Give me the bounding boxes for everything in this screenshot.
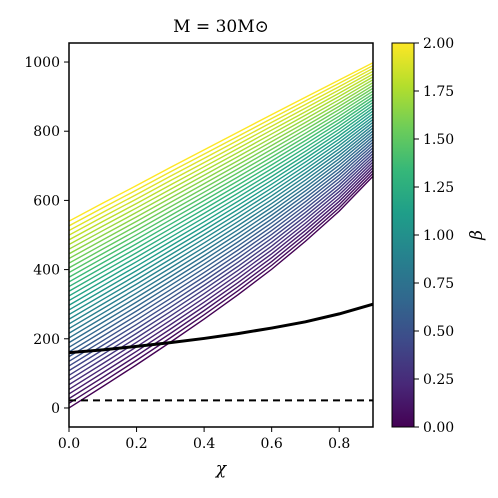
colorbar-label: β: [467, 230, 487, 241]
y-tick-label: 800: [33, 124, 60, 140]
beta-curve-7: [69, 155, 373, 376]
y-axis: 0 200 400 600 800 1000: [24, 55, 69, 417]
beta-curve-32: [69, 84, 373, 260]
beta-curve-34: [69, 79, 373, 250]
chart-title: M = 30M⊙: [173, 17, 269, 37]
y-tick-label: 1000: [24, 55, 60, 71]
beta-curve-12: [69, 141, 373, 353]
colorbar-axis: 0.00 0.25 0.50 0.75 1.00 1.25 1.50 1.75 2.00: [414, 36, 454, 436]
beta-curve-17: [69, 127, 373, 330]
solid-reference-curve: [69, 302, 373, 355]
beta-curve-36: [69, 73, 373, 241]
x-tick-label: 0.2: [125, 436, 147, 452]
beta-curve-38: [69, 67, 373, 232]
series-layer: [69, 302, 373, 402]
beta-curve-10: [69, 147, 373, 362]
beta-curve-3: [69, 167, 373, 395]
beta-curve-14: [69, 135, 373, 344]
x-tick-label: 0.4: [193, 436, 215, 452]
beta-curve-5: [69, 161, 373, 386]
beta-curve-18: [69, 124, 373, 325]
beta-curve-20: [69, 118, 373, 316]
beta-curve-13: [69, 138, 373, 348]
beta-curve-37: [69, 70, 373, 236]
beta-curve-31: [69, 87, 373, 264]
beta-curve-25: [69, 104, 373, 292]
beta-curve-1: [69, 172, 373, 404]
beta-curve-11: [69, 144, 373, 358]
beta-curve-9: [69, 150, 373, 367]
beta-curve-39: [69, 64, 373, 227]
beta-curve-24: [69, 107, 373, 297]
beta-curve-35: [69, 76, 373, 246]
beta-curve-15: [69, 133, 373, 339]
colorbar-tick-label: 1.00: [423, 228, 454, 244]
beta-curve-0: [69, 175, 373, 409]
beta-curve-8: [69, 152, 373, 372]
beta-curve-19: [69, 121, 373, 320]
beta-curve-4: [69, 164, 373, 390]
beta-curve-40: [69, 62, 373, 222]
beta-curve-33: [69, 81, 373, 255]
colorbar-tick-label: 0.75: [423, 276, 454, 292]
plot-frame: [68, 42, 374, 428]
beta-curve-21: [69, 116, 373, 311]
x-tick-label: 0.8: [328, 436, 350, 452]
x-axis: 0.0 0.2 0.4 0.6 0.8: [58, 427, 350, 452]
beta-curve-29: [69, 93, 373, 274]
y-tick-label: 400: [33, 263, 60, 279]
y-tick-label: 0: [51, 401, 60, 417]
colorbar-tick-label: 1.75: [423, 84, 454, 100]
colorbar-tick-label: 0.00: [423, 420, 454, 436]
beta-curve-26: [69, 101, 373, 288]
x-axis-label: χ: [215, 459, 228, 479]
colorbar-tick-label: 0.50: [423, 324, 454, 340]
beta-curve-23: [69, 110, 373, 302]
beta-curve-22: [69, 113, 373, 306]
beta-curve-28: [69, 96, 373, 278]
beta-curve-2: [69, 170, 373, 400]
colorbar-tick-label: 1.50: [423, 132, 454, 148]
colorbar-tick-label: 1.25: [423, 180, 454, 196]
beta-curve-16: [69, 130, 373, 334]
beta-curve-27: [69, 99, 373, 283]
colorbar: [391, 42, 415, 428]
beta-curve-30: [69, 90, 373, 269]
x-tick-label: 0.0: [58, 436, 80, 452]
x-tick-label: 0.6: [261, 436, 283, 452]
beta-curve-family: [69, 62, 373, 409]
y-tick-label: 600: [33, 193, 60, 209]
colorbar-tick-label: 2.00: [423, 36, 454, 52]
colorbar-tick-label: 0.25: [423, 372, 454, 388]
y-tick-label: 200: [33, 332, 60, 348]
